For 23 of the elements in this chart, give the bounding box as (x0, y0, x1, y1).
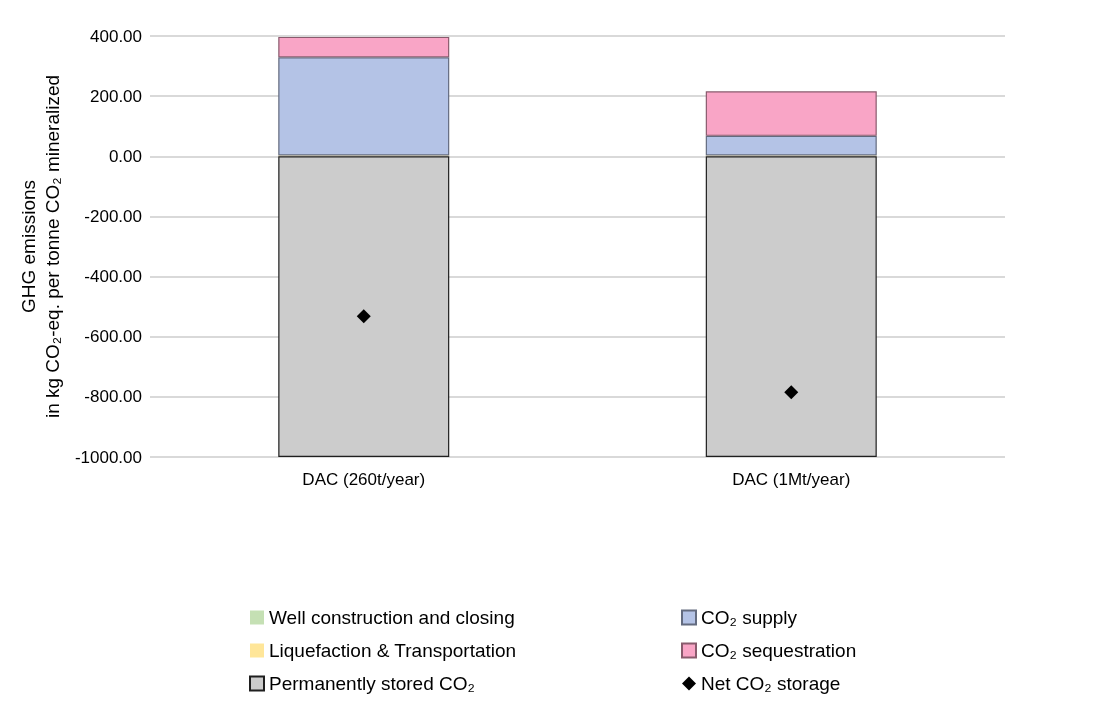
bar (705, 135, 877, 156)
bar (705, 156, 877, 457)
x-tick-label: DAC (1Mt/year) (732, 470, 851, 489)
y-tick-label: -800.00 (84, 387, 143, 407)
y-tick-label: 400.00 (90, 26, 143, 46)
y-tick-label: -600.00 (84, 327, 143, 347)
legend-label: Well construction and closing (269, 607, 515, 628)
bar (278, 36, 450, 58)
y-tick-label: 200.00 (90, 86, 143, 106)
bar (278, 57, 450, 156)
legend-label: CO₂ sequestration (701, 640, 857, 661)
bar (705, 91, 877, 136)
legend-label: Net CO₂ storage (701, 673, 841, 694)
x-tick-label: DAC (260t/year) (302, 470, 426, 489)
legend-label: Permanently stored CO₂ (269, 673, 475, 694)
y-tick-label: -200.00 (84, 206, 143, 226)
y-axis-title: GHG emissions in kg CO₂-eq. per tonne CO₂ mineralized (17, 74, 63, 419)
legend-label: Liquefaction & Transportation (269, 640, 517, 661)
y-tick-label: 0.00 (108, 146, 143, 166)
bar (278, 156, 450, 457)
y-tick-label: -400.00 (84, 267, 143, 287)
y-tick-label: -1000.00 (74, 447, 143, 467)
legend-label: CO₂ supply (701, 607, 798, 628)
